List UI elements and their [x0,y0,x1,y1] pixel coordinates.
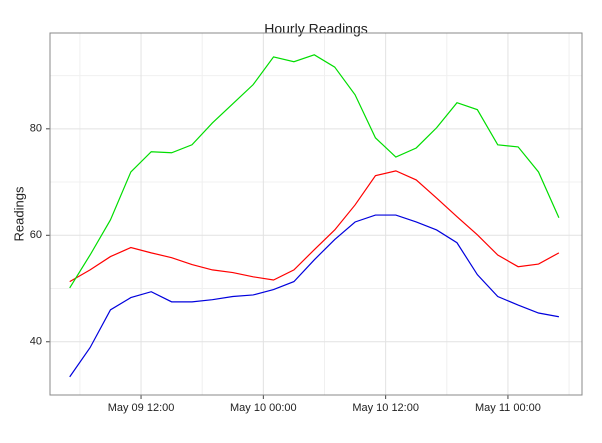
series-line [69,170,560,283]
x-tick-label: May 10 00:00 [230,402,297,414]
y-axis-label: Readings [11,186,26,241]
series-line [69,54,560,289]
plot-border [49,32,583,396]
x-tick-label: May 11 00:00 [475,402,541,414]
x-tick-label: May 09 12:00 [108,402,175,414]
y-tick-label: 80 [30,123,42,135]
series-line [69,214,560,378]
y-tick-label: 60 [30,229,42,241]
chart-title: Hourly Readings [264,21,368,37]
x-tick-label: May 10 12:00 [352,402,419,414]
y-tick-label: 40 [30,336,42,348]
